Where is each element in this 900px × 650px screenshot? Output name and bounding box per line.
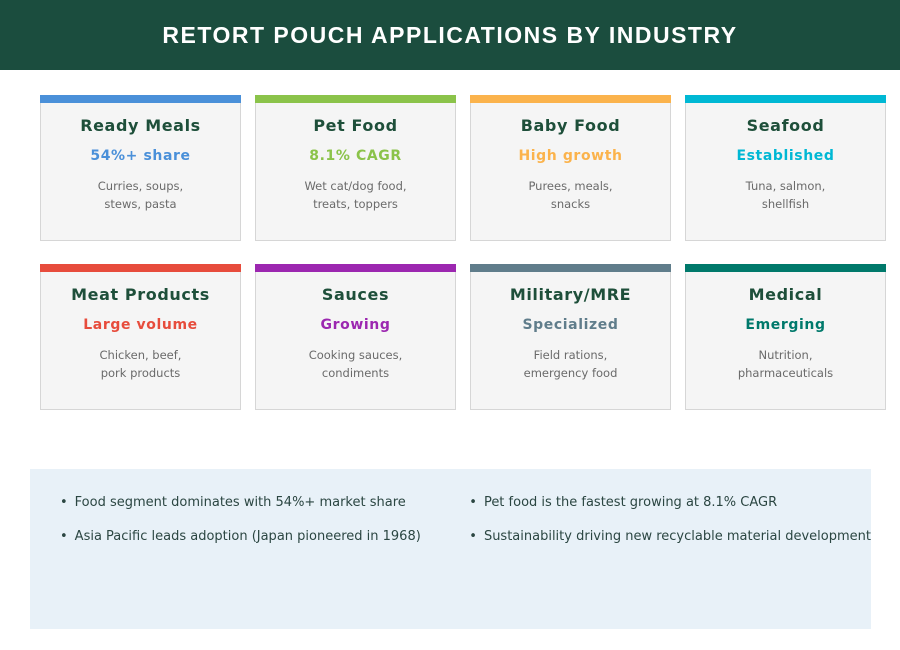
card-description: Cooking sauces, condiments xyxy=(308,348,403,380)
industry-card-pet-food: Pet Food 8.1% CAGR Wet cat/dog food, tre… xyxy=(255,95,456,242)
card-description: Chicken, beef, pork products xyxy=(99,348,182,380)
industry-card-seafood: Seafood Established Tuna, salmon, shellf… xyxy=(685,95,886,242)
card-accent-bar xyxy=(40,95,241,103)
card-accent-bar xyxy=(40,264,241,272)
card-stat: Large volume xyxy=(83,317,198,333)
insight-bullet: • Food segment dominates with 54%+ marke… xyxy=(60,495,406,510)
card-description: Curries, soups, stews, pasta xyxy=(97,179,184,211)
card-title: Pet Food xyxy=(313,116,398,135)
card-stat: Emerging xyxy=(745,317,826,333)
card-accent-bar xyxy=(685,264,886,272)
card-stat: 8.1% CAGR xyxy=(309,148,402,164)
card-title: Medical xyxy=(748,285,823,304)
bullet-icon: • xyxy=(469,529,477,544)
insights-column-right: • Pet food is the fastest growing at 8.1… xyxy=(469,495,871,629)
card-description: Nutrition, pharmaceuticals xyxy=(737,348,834,380)
bullet-icon: • xyxy=(469,495,477,510)
insight-bullet: • Pet food is the fastest growing at 8.1… xyxy=(469,495,778,510)
industry-card-military-mre: Military/MRE Specialized Field rations, … xyxy=(470,264,671,411)
card-stat: Established xyxy=(736,148,835,164)
card-title: Sauces xyxy=(321,285,390,304)
industry-card-meat-products: Meat Products Large volume Chicken, beef… xyxy=(40,264,241,411)
card-accent-bar xyxy=(255,264,456,272)
card-title: Military/MRE xyxy=(509,285,632,304)
card-title: Meat Products xyxy=(71,285,210,304)
card-stat: 54%+ share xyxy=(90,148,191,164)
insight-bullet: • Asia Pacific leads adoption (Japan pio… xyxy=(60,529,421,544)
industry-card-sauces: Sauces Growing Cooking sauces, condiment… xyxy=(255,264,456,411)
industry-card-baby-food: Baby Food High growth Purees, meals, sna… xyxy=(470,95,671,242)
bullet-icon: • xyxy=(60,529,68,544)
bullet-icon: • xyxy=(60,495,68,510)
industry-cards-grid: Ready Meals 54%+ share Curries, soups, s… xyxy=(40,95,886,411)
key-insights-panel: • Food segment dominates with 54%+ marke… xyxy=(30,469,871,629)
industry-card-ready-meals: Ready Meals 54%+ share Curries, soups, s… xyxy=(40,95,241,242)
page-header: RETORT POUCH APPLICATIONS BY INDUSTRY xyxy=(0,0,900,70)
page-title: RETORT POUCH APPLICATIONS BY INDUSTRY xyxy=(162,21,738,48)
card-accent-bar xyxy=(685,95,886,103)
industry-card-medical: Medical Emerging Nutrition, pharmaceutic… xyxy=(685,264,886,411)
card-description: Wet cat/dog food, treats, toppers xyxy=(304,179,407,211)
card-title: Seafood xyxy=(746,116,825,135)
card-accent-bar xyxy=(255,95,456,103)
card-stat: Growing xyxy=(320,317,391,333)
card-description: Purees, meals, snacks xyxy=(528,179,613,211)
insight-bullet: • Sustainability driving new recyclable … xyxy=(469,529,871,544)
card-description: Tuna, salmon, shellfish xyxy=(745,179,826,211)
card-title: Ready Meals xyxy=(80,116,201,135)
card-accent-bar xyxy=(470,264,671,272)
card-stat: High growth xyxy=(518,148,623,164)
card-description: Field rations, emergency food xyxy=(523,348,618,380)
card-stat: Specialized xyxy=(522,317,619,333)
insights-column-left: • Food segment dominates with 54%+ marke… xyxy=(60,495,469,629)
card-accent-bar xyxy=(470,95,671,103)
card-title: Baby Food xyxy=(520,116,621,135)
